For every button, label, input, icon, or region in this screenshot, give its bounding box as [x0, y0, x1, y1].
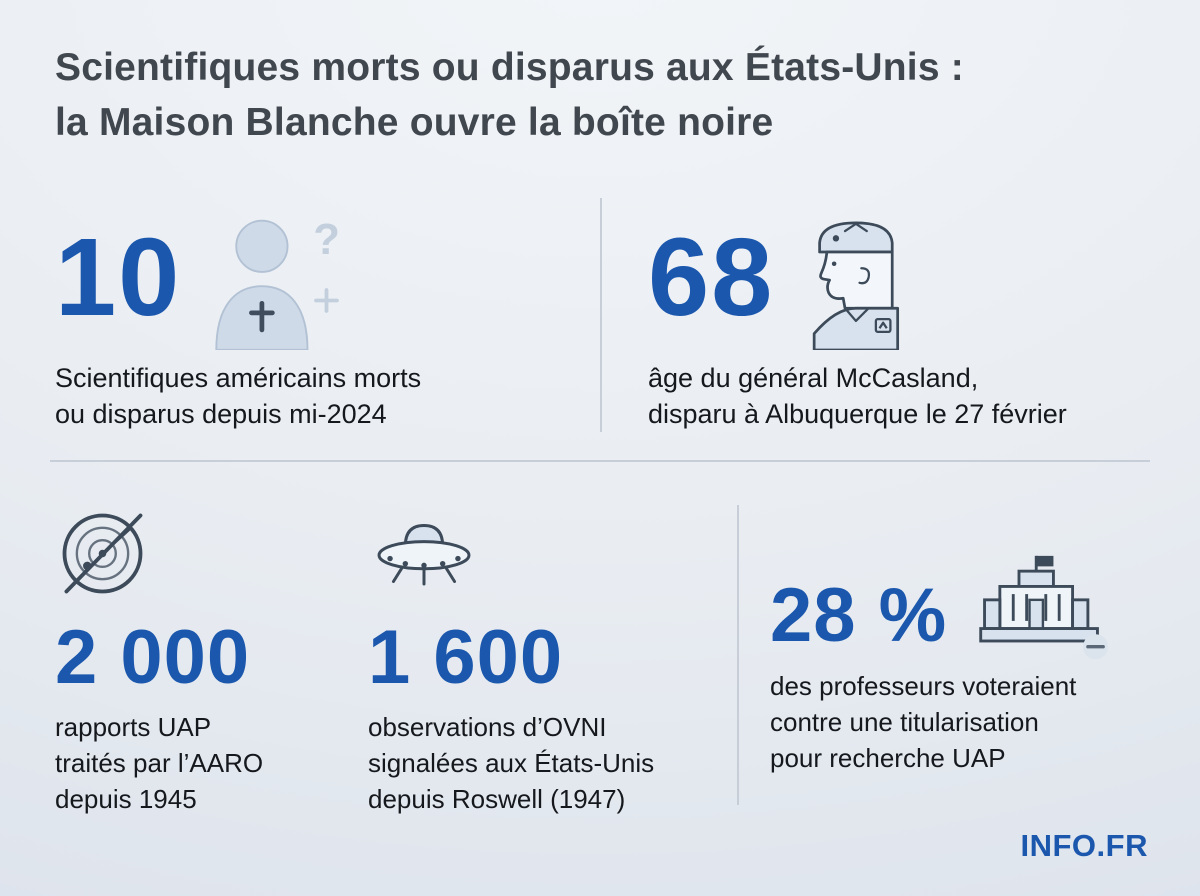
stat-ufo-sightings-value: 1 600	[368, 615, 564, 700]
brand-logo: INFO.FR	[1020, 828, 1148, 863]
page-title: Scientifiques morts ou disparus aux État…	[55, 46, 964, 145]
stat-professors-vote: 28 %	[770, 552, 1190, 777]
vertical-divider-top	[600, 198, 602, 432]
stat-dead-scientists-value: 10	[55, 216, 182, 339]
radar-icon	[55, 506, 150, 601]
ufo-icon	[368, 517, 480, 590]
vertical-divider-bottom	[737, 505, 739, 805]
stat-ufo-sightings-label: observations d’OVNI signalées aux États-…	[368, 712, 655, 814]
svg-text:?: ?	[314, 215, 341, 264]
stat-general-age-value: 68	[648, 216, 775, 339]
stat-general-age: 68 âge du général McCasland, disparu à A…	[648, 212, 1168, 433]
missing-person-icon: ?	[203, 212, 355, 350]
stat-ufo-sightings: 1 600 observations d’OVNI signalées aux …	[368, 502, 718, 818]
general-portrait-icon	[796, 212, 914, 350]
stat-professors-vote-label: des professeurs voteraient contre une ti…	[770, 671, 1077, 773]
stat-general-age-label: âge du général McCasland, disparu à Albu…	[648, 363, 1067, 430]
horizontal-divider	[50, 460, 1150, 462]
stat-uap-reports: 2 000 rapports UAP traités par l’AARO de…	[55, 502, 355, 818]
stat-uap-reports-value: 2 000	[55, 615, 251, 700]
stat-professors-vote-value: 28 %	[770, 573, 948, 658]
stat-uap-reports-label: rapports UAP traités par l’AARO depuis 1…	[55, 712, 264, 814]
university-icon	[973, 552, 1109, 663]
stat-dead-scientists-label: Scientifiques américains morts ou dispar…	[55, 363, 422, 430]
stat-dead-scientists: 10 ? Scientifiques américains morts ou d…	[55, 212, 615, 433]
